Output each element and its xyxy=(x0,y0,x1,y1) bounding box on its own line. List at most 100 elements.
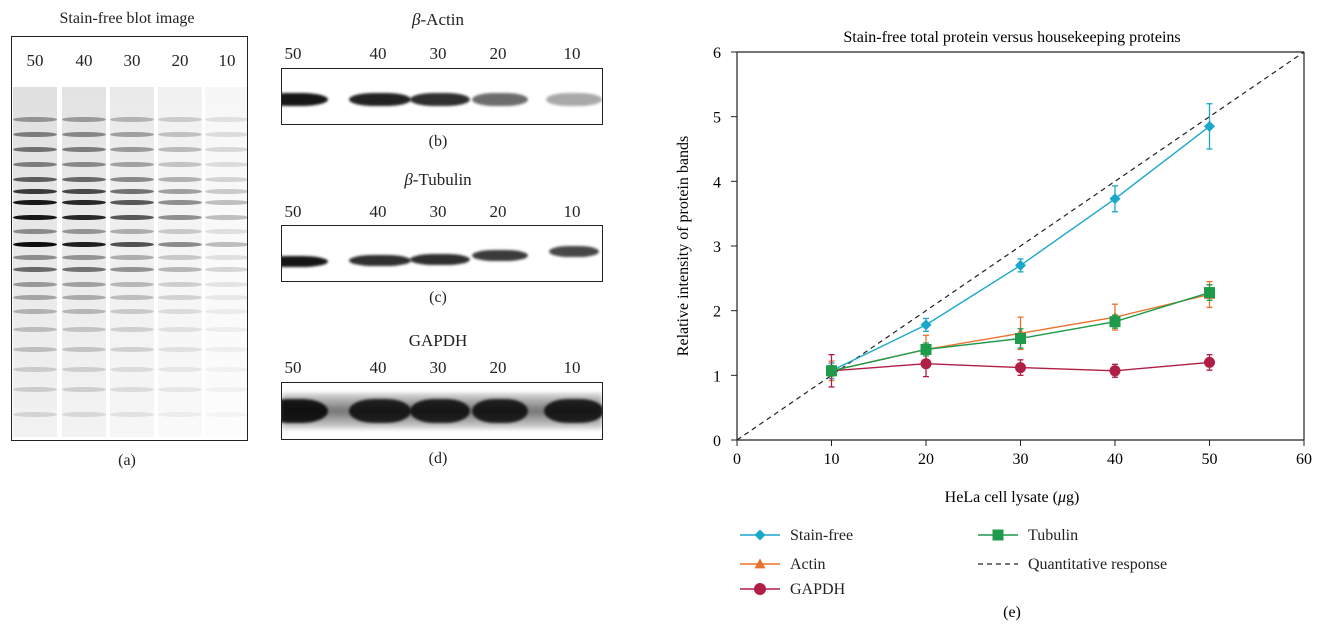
lane-label: 40 xyxy=(369,202,387,221)
legend-marker xyxy=(754,529,766,541)
lane-label: 30 xyxy=(429,44,447,63)
reference-line xyxy=(736,51,1305,441)
blot-band xyxy=(205,200,247,205)
blot-lane xyxy=(110,87,154,437)
blot-band xyxy=(158,147,202,152)
protein-band xyxy=(410,254,470,265)
blot-band xyxy=(62,412,106,417)
lane-label: 30 xyxy=(123,51,141,70)
lane-label: 50 xyxy=(284,44,302,63)
blot-band xyxy=(13,255,57,260)
blot-band xyxy=(158,242,202,247)
chart-axes: 0 10 20 30 40 50 60 0 1 2 3 4 5 6 xyxy=(713,45,1312,468)
blot-band xyxy=(158,267,202,272)
blot-band xyxy=(158,347,202,352)
lane-label: 20 xyxy=(171,51,189,70)
lane-label: 40 xyxy=(369,358,387,377)
blot-band xyxy=(110,242,154,247)
tubulin-blot-image xyxy=(281,225,603,282)
blot-band xyxy=(62,229,106,234)
blot-band xyxy=(13,367,57,372)
data-point xyxy=(826,365,837,377)
blot-band xyxy=(62,242,106,247)
y-tick-label: 3 xyxy=(713,239,721,256)
legend-label: Stain-free xyxy=(790,527,853,544)
legend-label: Tubulin xyxy=(1028,527,1078,544)
lane-label: 40 xyxy=(369,44,387,63)
blot-band xyxy=(158,117,202,122)
x-tick-label: 0 xyxy=(733,451,741,468)
blot-band xyxy=(13,347,57,352)
blot-band xyxy=(110,162,154,167)
blot-band xyxy=(110,367,154,372)
data-point xyxy=(920,319,932,331)
blot-band xyxy=(62,200,106,205)
x-tick-label: 60 xyxy=(1296,451,1312,468)
blot-band xyxy=(158,295,202,300)
blot-band xyxy=(62,367,106,372)
blot-band xyxy=(205,132,247,137)
y-tick-label: 1 xyxy=(713,368,721,385)
blot-band xyxy=(62,387,106,392)
blot-band xyxy=(13,412,57,417)
blot-band xyxy=(205,387,247,392)
chart-legend: Stain-free Actin GAPDH Tubulin Quantitative … xyxy=(740,527,1167,598)
blot-band xyxy=(158,309,202,314)
blot-band xyxy=(158,177,202,182)
data-point xyxy=(1015,362,1026,374)
blot-band xyxy=(13,229,57,234)
lane-label: 20 xyxy=(489,202,507,221)
legend-item: GAPDH xyxy=(740,581,846,598)
blot-band xyxy=(110,255,154,260)
blot-band xyxy=(62,282,106,287)
blot-band xyxy=(13,162,57,167)
lane-label: 50 xyxy=(26,51,44,70)
blot-band xyxy=(205,347,247,352)
series-gapdh xyxy=(826,350,1215,388)
lane-label: 20 xyxy=(489,358,507,377)
y-tick-label: 5 xyxy=(713,110,721,127)
blot-band xyxy=(205,295,247,300)
protein-band xyxy=(472,250,528,261)
panel-a-title: Stain-free blot image xyxy=(59,10,195,27)
blot-band xyxy=(62,309,106,314)
data-point xyxy=(1015,259,1026,271)
series-tubulin xyxy=(826,284,1215,377)
blot-band xyxy=(110,412,154,417)
blot-band xyxy=(158,189,202,194)
blot-band xyxy=(62,132,106,137)
panel-a-caption: (a) xyxy=(118,452,136,469)
blot-band xyxy=(62,117,106,122)
y-tick-label: 4 xyxy=(713,174,721,191)
lane-label: 20 xyxy=(489,44,507,63)
blot-band xyxy=(110,132,154,137)
blot-band xyxy=(158,255,202,260)
blot-band xyxy=(62,215,106,220)
legend-marker xyxy=(754,558,766,569)
blot-band xyxy=(62,189,106,194)
blot-band xyxy=(62,162,106,167)
data-point xyxy=(920,343,932,355)
blot-band xyxy=(13,215,57,220)
blot-band xyxy=(205,282,247,287)
blot-band xyxy=(205,177,247,182)
blot-band xyxy=(205,255,247,260)
blot-band xyxy=(110,327,154,332)
lane-label: 30 xyxy=(429,202,447,221)
blot-band xyxy=(13,200,57,205)
y-axis-label: Relative intensity of protein bands xyxy=(675,136,692,356)
x-tick-label: 50 xyxy=(1202,451,1218,468)
blot-band xyxy=(13,117,57,122)
blot-band xyxy=(13,309,57,314)
blot-band xyxy=(110,117,154,122)
blot-band xyxy=(205,327,247,332)
protein-band xyxy=(546,93,602,106)
x-tick-label: 30 xyxy=(1013,451,1029,468)
data-point xyxy=(920,358,932,370)
blot-band xyxy=(62,267,106,272)
blot-band xyxy=(62,295,106,300)
blot-lane xyxy=(62,87,106,437)
data-point xyxy=(1109,193,1121,205)
legend-item: Quantitative response xyxy=(978,556,1167,573)
blot-band xyxy=(62,177,106,182)
